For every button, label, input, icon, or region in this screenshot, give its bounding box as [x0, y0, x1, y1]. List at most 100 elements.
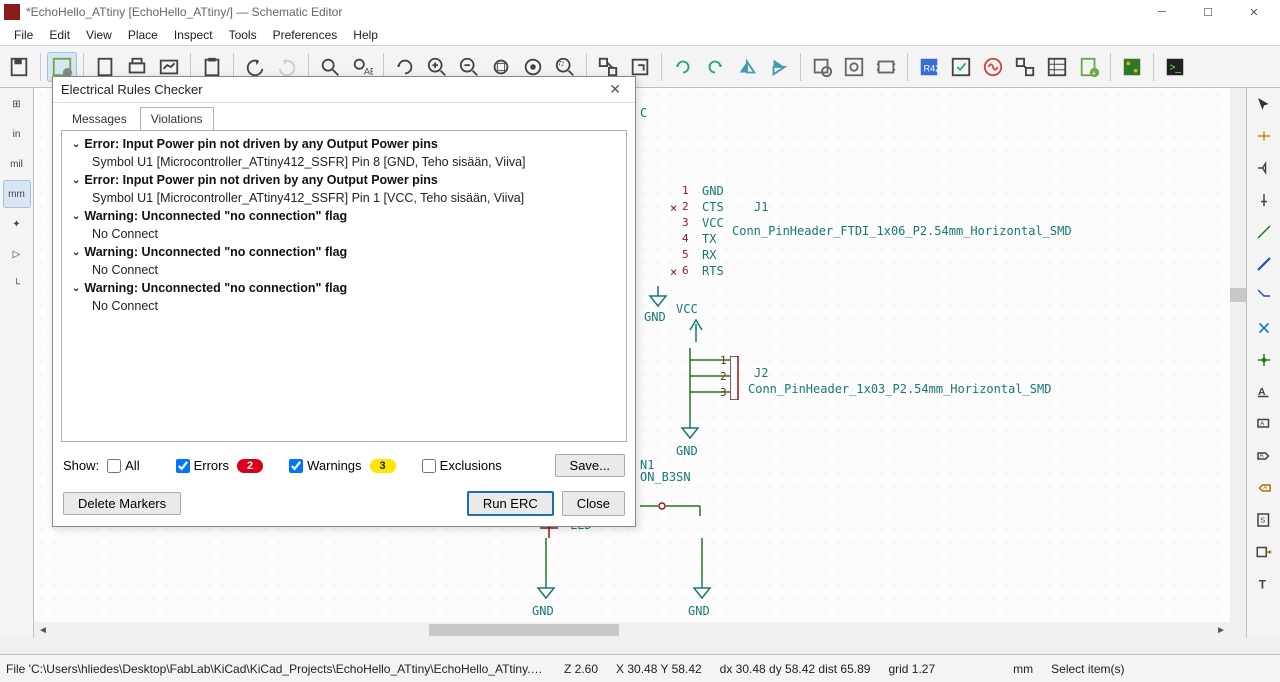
- rotate-ccw-icon[interactable]: [668, 52, 698, 82]
- svg-text:>_: >_: [1170, 62, 1182, 73]
- run-erc-button[interactable]: Run ERC: [467, 491, 554, 516]
- add-power-icon[interactable]: [1250, 186, 1278, 214]
- add-bus-icon[interactable]: [1250, 250, 1278, 278]
- menu-file[interactable]: File: [6, 26, 41, 44]
- menu-preferences[interactable]: Preferences: [265, 26, 346, 44]
- violation-detail[interactable]: No Connect: [62, 261, 626, 279]
- component-value: Conn_PinHeader_1x03_P2.54mm_Horizontal_S…: [748, 382, 1051, 396]
- show-filter-row: Show: All Errors 2 Warnings 3 Exclusions…: [53, 448, 635, 483]
- menu-view[interactable]: View: [78, 26, 120, 44]
- net-label: TX: [702, 232, 716, 246]
- close-button[interactable]: ✕: [1232, 1, 1276, 23]
- wire: [540, 538, 710, 578]
- rotate-cw-icon[interactable]: [700, 52, 730, 82]
- delete-markers-button[interactable]: Delete Markers: [63, 492, 181, 515]
- maximize-button[interactable]: ☐: [1186, 1, 1230, 23]
- footprint-editor-icon[interactable]: [871, 52, 901, 82]
- violation-detail[interactable]: Symbol U1 [Microcontroller_ATtiny412_SSF…: [62, 153, 626, 171]
- scripting-console-icon[interactable]: >_: [1160, 52, 1190, 82]
- select-tool-icon[interactable]: [1250, 90, 1278, 118]
- save-button[interactable]: Save...: [555, 454, 625, 477]
- pin-number: 5: [682, 248, 689, 261]
- hidden-pins-icon[interactable]: ▷: [3, 240, 31, 268]
- simulator-icon[interactable]: [978, 52, 1008, 82]
- violation-header[interactable]: ⌄ Warning: Unconnected "no connection" f…: [62, 279, 626, 297]
- gnd-symbol-icon: [646, 286, 670, 308]
- component-ref: J2: [754, 366, 768, 380]
- tab-violations[interactable]: Violations: [140, 107, 214, 130]
- units-in-button[interactable]: in: [3, 120, 31, 148]
- mirror-v-icon[interactable]: [732, 52, 762, 82]
- wire: [634, 348, 734, 428]
- status-dxy: dx 30.48 dy 58.42 dist 65.89: [720, 662, 871, 676]
- add-text-icon[interactable]: T: [1250, 570, 1278, 598]
- violation-detail[interactable]: Symbol U1 [Microcontroller_ATtiny412_SSF…: [62, 189, 626, 207]
- menubar: File Edit View Place Inspect Tools Prefe…: [0, 24, 1280, 46]
- add-sheet-icon[interactable]: S: [1250, 506, 1278, 534]
- mirror-h-icon[interactable]: [764, 52, 794, 82]
- add-hier-label-icon[interactable]: A: [1250, 474, 1278, 502]
- minimize-button[interactable]: ─: [1140, 1, 1184, 23]
- statusbar: File 'C:\Users\hliedes\Desktop\FabLab\Ki…: [0, 654, 1280, 682]
- lines-mode-icon[interactable]: └: [3, 270, 31, 298]
- assign-footprints-icon[interactable]: [1010, 52, 1040, 82]
- menu-edit[interactable]: Edit: [41, 26, 78, 44]
- add-label-icon[interactable]: A: [1250, 378, 1278, 406]
- add-netclass-icon[interactable]: A: [1250, 410, 1278, 438]
- violation-header[interactable]: ⌄ Error: Input Power pin not driven by a…: [62, 171, 626, 189]
- tab-messages[interactable]: Messages: [61, 107, 138, 130]
- violation-detail[interactable]: No Connect: [62, 225, 626, 243]
- add-wire-icon[interactable]: [1250, 218, 1278, 246]
- net-label: GND: [702, 184, 724, 198]
- add-global-label-icon[interactable]: A: [1250, 442, 1278, 470]
- violation-header[interactable]: ⌄ Error: Input Power pin not driven by a…: [62, 135, 626, 153]
- show-all-checkbox[interactable]: All: [107, 458, 139, 473]
- menu-inspect[interactable]: Inspect: [166, 26, 221, 44]
- show-warnings-checkbox[interactable]: Warnings: [289, 458, 361, 473]
- add-junction-icon[interactable]: [1250, 346, 1278, 374]
- close-dialog-button[interactable]: Close: [562, 491, 625, 516]
- vertical-scrollbar[interactable]: [1230, 88, 1246, 638]
- dialog-close-button[interactable]: ✕: [603, 79, 627, 100]
- save-icon[interactable]: [4, 52, 34, 82]
- annotate-icon[interactable]: R42: [914, 52, 944, 82]
- add-symbol-icon[interactable]: [1250, 154, 1278, 182]
- no-connect-marker: ×: [670, 201, 677, 215]
- menu-place[interactable]: Place: [120, 26, 166, 44]
- bom-icon[interactable]: +: [1074, 52, 1104, 82]
- horizontal-scrollbar[interactable]: ◄ ►: [34, 622, 1230, 638]
- violations-list[interactable]: ⌄ Error: Input Power pin not driven by a…: [61, 130, 627, 442]
- show-exclusions-checkbox[interactable]: Exclusions: [422, 458, 502, 473]
- window-controls: ─ ☐ ✕: [1140, 1, 1276, 23]
- window-title: *EchoHello_ATtiny [EchoHello_ATtiny/] — …: [26, 5, 342, 19]
- violation-header[interactable]: ⌄ Warning: Unconnected "no connection" f…: [62, 207, 626, 225]
- pin-number: 6: [682, 264, 689, 277]
- svg-text:AB: AB: [364, 66, 373, 76]
- show-errors-checkbox[interactable]: Errors: [176, 458, 229, 473]
- power-label: GND: [532, 604, 554, 618]
- violation-header[interactable]: ⌄ Warning: Unconnected "no connection" f…: [62, 243, 626, 261]
- erc-icon[interactable]: [946, 52, 976, 82]
- menu-help[interactable]: Help: [345, 26, 386, 44]
- right-toolbar: A A A A S T: [1246, 88, 1280, 638]
- violation-detail[interactable]: No Connect: [62, 297, 626, 315]
- add-bus-entry-icon[interactable]: [1250, 282, 1278, 310]
- symbol-browser-icon[interactable]: [839, 52, 869, 82]
- pcb-editor-icon[interactable]: [1117, 52, 1147, 82]
- titlebar: *EchoHello_ATtiny [EchoHello_ATtiny/] — …: [0, 0, 1280, 24]
- component-value: ON_B3SN: [640, 470, 691, 484]
- units-mil-button[interactable]: mil: [3, 150, 31, 178]
- edit-fields-icon[interactable]: [1042, 52, 1072, 82]
- units-mm-button[interactable]: mm: [3, 180, 31, 208]
- symbol-editor-icon[interactable]: [807, 52, 837, 82]
- svg-text:S: S: [1260, 515, 1265, 524]
- grid-toggle-icon[interactable]: ⊞: [3, 90, 31, 118]
- cursor-shape-icon[interactable]: ✦: [3, 210, 31, 238]
- menu-tools[interactable]: Tools: [221, 26, 265, 44]
- highlight-net-icon[interactable]: [1250, 122, 1278, 150]
- power-label: GND: [676, 444, 698, 458]
- import-sheet-pin-icon[interactable]: [1250, 538, 1278, 566]
- add-noconnect-icon[interactable]: [1250, 314, 1278, 342]
- svg-text:A: A: [1263, 486, 1267, 492]
- net-label: C: [640, 106, 647, 120]
